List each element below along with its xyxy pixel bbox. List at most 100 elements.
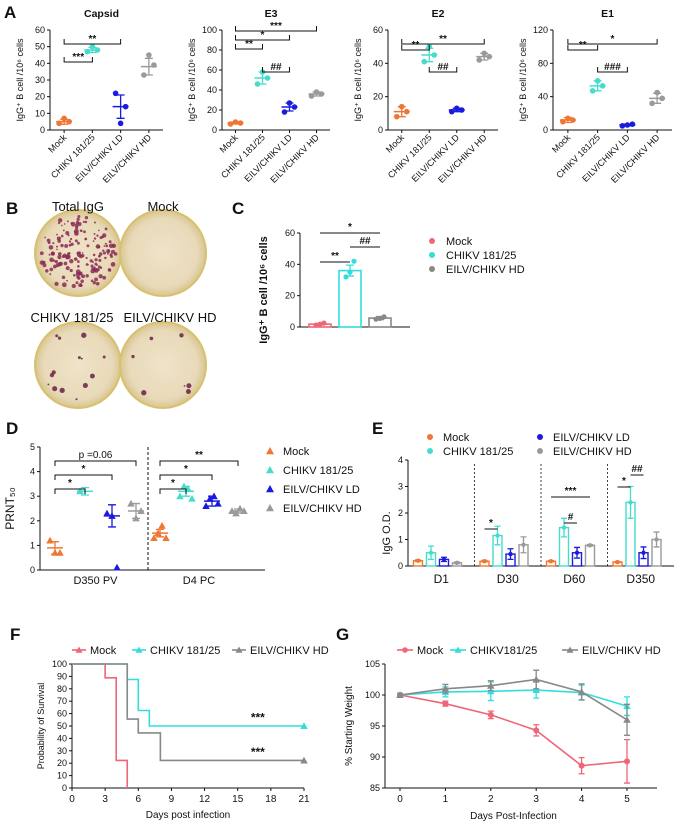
chart-title: Capsid (84, 8, 119, 20)
a-y-tick-label: 0 (40, 125, 45, 135)
data-point (162, 534, 170, 542)
significance-label: ** (412, 40, 420, 51)
spot (90, 264, 94, 268)
spot (95, 244, 101, 249)
spot (98, 274, 103, 279)
significance-bracket (567, 45, 599, 51)
x-tick-label: 0 (397, 794, 403, 805)
d-y-tick-label: 1 (30, 540, 35, 550)
significance-label: ** (579, 40, 587, 51)
spot (42, 260, 45, 263)
end-marker (300, 722, 308, 729)
spot (81, 252, 84, 254)
chart-c: IgG⁺ B cell /10⁶ cells 0 20 40 60 * ## ** Mock CH… (258, 222, 525, 344)
data-point (421, 58, 428, 65)
spot (86, 244, 90, 248)
spot (93, 266, 96, 269)
legend-marker (537, 448, 543, 454)
spot (57, 336, 62, 340)
significance-bracket (63, 57, 93, 63)
spot (89, 259, 93, 263)
spot (84, 215, 89, 220)
spot (61, 224, 63, 227)
significance-bracket (63, 39, 122, 45)
spot (108, 243, 114, 249)
spot (77, 221, 82, 227)
spot (69, 268, 73, 273)
spot (75, 281, 79, 285)
data-point (441, 685, 450, 692)
spot (39, 251, 44, 256)
f-y-tick-label: 80 (57, 684, 67, 694)
data-point (442, 700, 449, 707)
spot (67, 252, 70, 256)
y-axis-label: IgG⁺ B cell /10⁶ cells (258, 236, 270, 343)
significance-bracket (428, 67, 458, 73)
data-point (254, 81, 261, 87)
significance-label: *** (72, 52, 84, 63)
spot (51, 251, 55, 256)
error-bar (51, 541, 59, 555)
data-point (641, 550, 646, 555)
data-point (532, 686, 540, 694)
data-point (654, 537, 659, 542)
spot (64, 244, 69, 248)
g-y-tick-label: 85 (370, 783, 380, 793)
well-hd-spots (131, 333, 192, 396)
x-tick-label: 2 (488, 794, 494, 805)
error-bar (593, 80, 602, 92)
a-y-tick-label: 80 (207, 45, 217, 55)
x-tick-label: 6 (136, 794, 142, 805)
data-point (454, 560, 460, 566)
spot (49, 267, 54, 272)
data-point (482, 559, 487, 564)
error-bar (156, 528, 164, 538)
legend-marker (266, 504, 274, 512)
spot (96, 234, 99, 237)
a-y-tick-label: 60 (207, 65, 217, 75)
significance-bracket (235, 35, 290, 41)
significance-label: ** (195, 450, 203, 461)
well-hd (119, 321, 207, 409)
spot (80, 357, 83, 360)
data-point (158, 521, 166, 529)
data-point (127, 499, 135, 507)
legend-label: EILV/CHIKV HD (582, 645, 661, 657)
x-tick-label: Mock (550, 132, 573, 155)
data-point (589, 88, 596, 94)
spot (85, 256, 88, 260)
data-point (214, 499, 222, 507)
spot (48, 253, 51, 256)
data-point (578, 762, 585, 769)
legend-label: Mock (443, 432, 470, 444)
spot (61, 282, 67, 288)
significance-label: ** (439, 34, 447, 45)
legend-marker (235, 646, 243, 653)
error-bar (231, 121, 240, 125)
spot (85, 274, 89, 278)
data-point (577, 688, 586, 695)
survival-line (72, 663, 304, 727)
legend-marker (266, 447, 274, 455)
significance-bracket (235, 26, 317, 32)
significance-bracket (235, 44, 263, 50)
spot (49, 273, 52, 276)
x-tick-label: 18 (265, 794, 277, 805)
a-y-tick-label: 0 (543, 125, 548, 135)
spot (48, 245, 54, 250)
significance-label: ### (604, 62, 621, 73)
error-bar (397, 106, 406, 118)
error-bar (108, 504, 116, 528)
significance-label: p =0.06 (79, 450, 113, 461)
data-point (313, 322, 319, 328)
error-bar (116, 94, 125, 119)
spot (91, 260, 94, 263)
a-y-tick-label: 80 (538, 58, 548, 68)
legend-label: CHIKV 181/25 (283, 465, 353, 477)
a-y-tick-label: 10 (35, 108, 45, 118)
data-point (624, 758, 630, 765)
significance-label: *** (565, 486, 577, 497)
spot (98, 258, 102, 262)
